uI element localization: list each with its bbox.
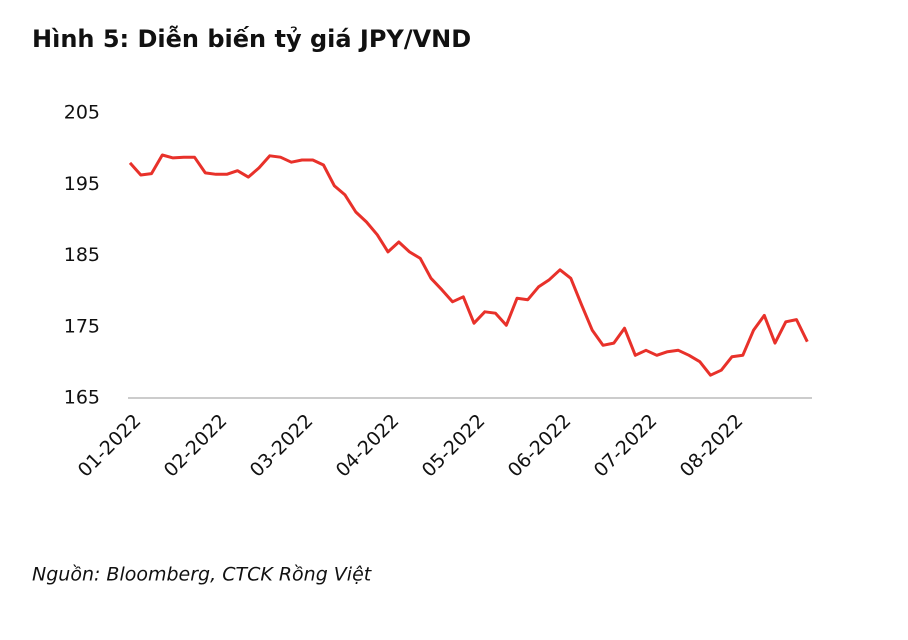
x-tick-label: 05-2022 bbox=[418, 410, 490, 482]
data-line bbox=[128, 153, 809, 377]
x-tick-label: 01-2022 bbox=[74, 410, 146, 482]
y-tick-label: 185 bbox=[64, 244, 100, 266]
x-tick-label: 08-2022 bbox=[676, 410, 748, 482]
x-tick-label: 02-2022 bbox=[160, 410, 232, 482]
x-tick-label: 06-2022 bbox=[504, 410, 576, 482]
y-tick-label: 195 bbox=[64, 173, 100, 195]
y-tick-label: 165 bbox=[64, 387, 100, 409]
x-tick-label: 04-2022 bbox=[332, 410, 404, 482]
x-tick-label: 03-2022 bbox=[246, 410, 318, 482]
y-tick-label: 205 bbox=[64, 102, 100, 124]
chart-title: Hình 5: Diễn biến tỷ giá JPY/VND bbox=[32, 24, 471, 53]
source-note: Nguồn: Bloomberg, CTCK Rồng Việt bbox=[32, 564, 373, 586]
y-tick-label: 175 bbox=[64, 315, 100, 337]
x-tick-label: 07-2022 bbox=[590, 410, 662, 482]
